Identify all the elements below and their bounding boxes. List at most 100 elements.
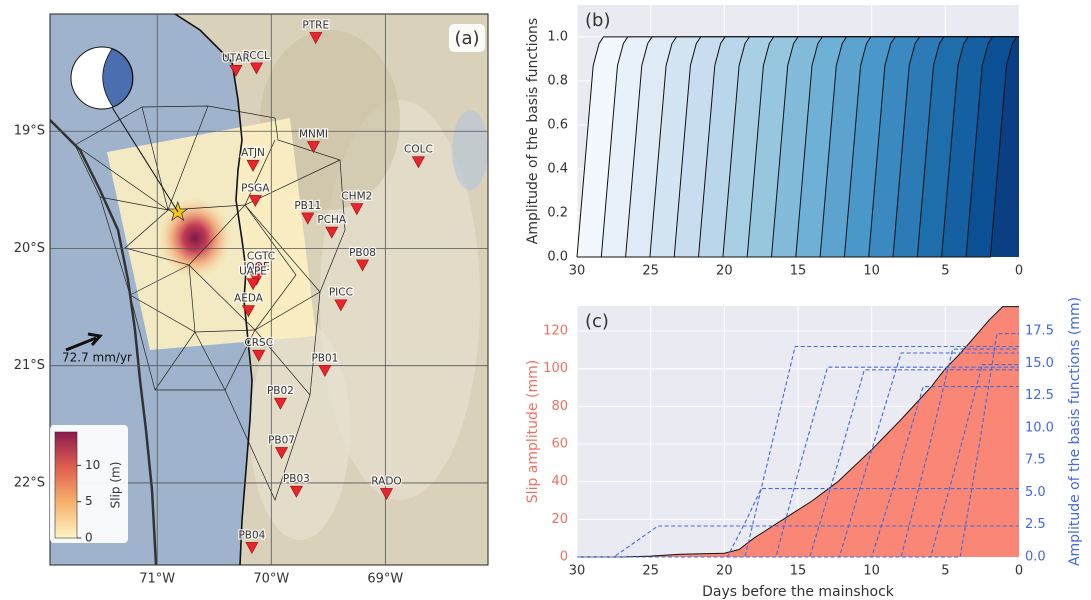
station [306,141,320,154]
station-label: PCCL [243,50,270,62]
colorbar-label: Slip (m) [109,462,123,509]
station-label: PB01 [311,352,338,364]
x-tick-label: 30 [569,264,586,279]
y2-tick-label: 7.5 [1025,453,1046,468]
x-tick-label: 15 [790,564,807,579]
x-tick-label: 71°W [139,572,175,587]
area-fill [577,306,1019,557]
x-tick-label: 20 [716,564,733,579]
station [411,156,425,169]
mesh [74,105,346,501]
station [356,259,370,272]
colorbar [54,431,78,539]
beachball-quadrant [102,48,133,108]
y-tick-label: 120 [543,324,568,339]
station-label: PB07 [268,434,295,446]
station [350,203,364,216]
y2-tick-label: 2.5 [1025,517,1046,532]
y-tick-label: 19°S [14,124,45,139]
station-label: UTAR [222,52,250,64]
station-label: PB04 [238,529,265,541]
y2-tick-label: 5.0 [1025,485,1046,500]
overlay [65,46,179,352]
x-tick-label: 20 [716,264,733,279]
y2-tick-label: 12.5 [1025,388,1054,403]
y-axis-label: Amplitude of the basis functions [525,18,541,244]
station-label: PICC [329,287,353,299]
colorbar-tick-label: 0 [85,531,93,545]
station [273,397,287,410]
y-tick-label: 0 [560,550,568,565]
x-tick-label: 0 [1015,264,1023,279]
station-label: UAPE [239,266,267,278]
series-line [577,352,1019,558]
y-tick-label: 20 [551,512,568,527]
y-tick-label: 60 [551,437,568,452]
y-tick-label: 0.4 [547,161,568,176]
station [301,212,315,225]
x-tick-label: 70°W [253,572,289,587]
station-label: PCHA [317,214,347,226]
y-tick-label: 80 [551,399,568,414]
series-line [577,333,1019,558]
y-tick-label: 100 [543,361,568,376]
station [252,349,266,362]
trench [50,119,158,565]
x-tick-label: 0 [1015,564,1023,579]
area-fill [577,36,1019,258]
station-label: CGTC [247,250,275,262]
station [229,64,243,77]
station [249,62,263,75]
station-label: MNMI [299,128,328,140]
station-label: COLC [404,144,433,156]
station [325,226,339,239]
y2-axis-label: Amplitude of the basis functions (mm) [1067,297,1083,566]
station [246,159,260,172]
y-tick-label: 40 [551,474,568,489]
station [289,485,303,498]
x-tick-label: 10 [863,264,880,279]
station-label: RADO [371,475,401,487]
x-axis-label: Days before the mainshock [702,584,895,600]
station [275,447,289,460]
x-tick-label: 5 [941,264,949,279]
y-tick-label: 0.8 [547,73,568,88]
x-tick-label: 10 [863,564,880,579]
plate-arrow [65,332,103,352]
beachball-leader [109,103,179,213]
coastline [174,14,253,565]
y2-tick-label: 15.0 [1025,356,1054,371]
area-fill [577,36,1019,258]
x-tick-label: 25 [642,564,659,579]
y2-tick-label: 10.0 [1025,420,1054,435]
series-line [577,525,1019,558]
y-tick-label: 20°S [14,241,45,256]
station-label: CHM2 [341,191,372,203]
station [241,305,255,318]
station-label: PB02 [267,385,294,397]
y-tick-label: 0.2 [547,205,568,220]
colorbar-tick-label: 5 [85,494,93,508]
station [254,263,268,276]
y-tick-label: 0.6 [547,117,568,132]
panel-label: (b) [585,10,610,31]
station [309,32,323,45]
station [379,488,393,501]
station [246,278,260,291]
series-line [577,306,1019,558]
series-line [577,36,1019,258]
station-label: CRSC [244,337,273,349]
map-frame [49,13,489,566]
x-tick-label: 5 [941,564,949,579]
panel-label-box [449,24,485,52]
x-tick-label: 15 [790,264,807,279]
x-tick-label: 30 [569,564,586,579]
y-tick-label: 22°S [14,475,45,490]
y-axis-label: Slip amplitude (mm) [525,360,541,503]
station-label: PTRE [302,19,329,31]
station [318,365,332,378]
y-tick-label: 21°S [14,358,45,373]
salar [452,110,488,190]
station-label: PB03 [283,473,310,485]
